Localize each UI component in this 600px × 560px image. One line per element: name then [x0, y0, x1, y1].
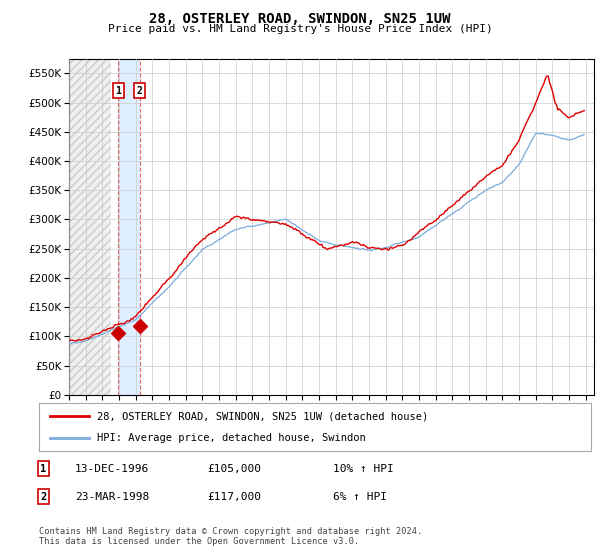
Text: 6% ↑ HPI: 6% ↑ HPI: [333, 492, 387, 502]
Text: £105,000: £105,000: [207, 464, 261, 474]
Text: 2: 2: [137, 86, 142, 96]
Text: Price paid vs. HM Land Registry's House Price Index (HPI): Price paid vs. HM Land Registry's House …: [107, 24, 493, 34]
Text: £117,000: £117,000: [207, 492, 261, 502]
Text: 13-DEC-1996: 13-DEC-1996: [75, 464, 149, 474]
Text: Contains HM Land Registry data © Crown copyright and database right 2024.
This d: Contains HM Land Registry data © Crown c…: [39, 526, 422, 546]
Text: 2: 2: [40, 492, 46, 502]
Text: 1: 1: [115, 86, 121, 96]
Text: HPI: Average price, detached house, Swindon: HPI: Average price, detached house, Swin…: [97, 433, 366, 443]
Text: 1: 1: [40, 464, 46, 474]
Bar: [118, 59, 140, 395]
Text: 10% ↑ HPI: 10% ↑ HPI: [333, 464, 394, 474]
Text: 28, OSTERLEY ROAD, SWINDON, SN25 1UW (detached house): 28, OSTERLEY ROAD, SWINDON, SN25 1UW (de…: [97, 411, 428, 421]
Text: 28, OSTERLEY ROAD, SWINDON, SN25 1UW: 28, OSTERLEY ROAD, SWINDON, SN25 1UW: [149, 12, 451, 26]
Text: 23-MAR-1998: 23-MAR-1998: [75, 492, 149, 502]
